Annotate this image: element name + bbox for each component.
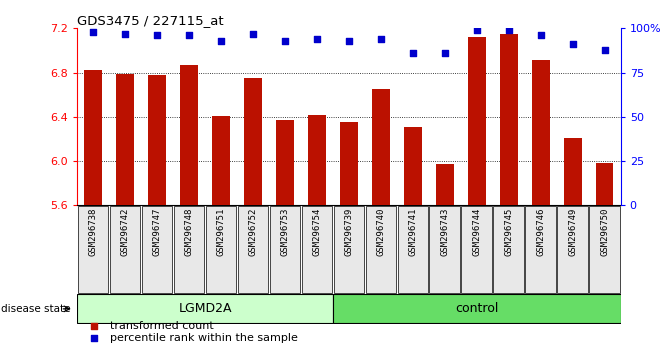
Bar [85, 70, 102, 205]
Point [407, 50, 418, 56]
Text: GSM296750: GSM296750 [600, 208, 609, 256]
Point [184, 33, 195, 38]
Text: GSM296745: GSM296745 [505, 208, 513, 256]
FancyBboxPatch shape [78, 206, 109, 293]
Bar [500, 34, 517, 205]
Point [215, 38, 226, 44]
Bar [340, 122, 358, 205]
Text: GSM296740: GSM296740 [376, 208, 385, 256]
FancyBboxPatch shape [238, 206, 268, 293]
FancyBboxPatch shape [270, 206, 301, 293]
Text: GSM296754: GSM296754 [313, 208, 321, 256]
Text: GSM296751: GSM296751 [217, 208, 225, 256]
Bar [404, 127, 421, 205]
FancyBboxPatch shape [429, 206, 460, 293]
FancyBboxPatch shape [493, 206, 524, 293]
FancyBboxPatch shape [589, 206, 620, 293]
FancyBboxPatch shape [206, 206, 236, 293]
Text: GSM296746: GSM296746 [536, 208, 546, 256]
Point [568, 41, 578, 47]
Bar [468, 37, 486, 205]
FancyBboxPatch shape [525, 206, 556, 293]
Text: GSM296753: GSM296753 [280, 208, 289, 256]
Text: GSM296749: GSM296749 [568, 208, 577, 256]
Bar [180, 65, 198, 205]
Text: GSM296742: GSM296742 [121, 208, 130, 256]
Text: GSM296752: GSM296752 [248, 208, 258, 256]
Point [599, 47, 610, 52]
FancyBboxPatch shape [366, 206, 397, 293]
Text: GSM296744: GSM296744 [472, 208, 481, 256]
Bar [436, 164, 454, 205]
FancyBboxPatch shape [333, 295, 621, 323]
Point [280, 38, 291, 44]
Legend: transformed count, percentile rank within the sample: transformed count, percentile rank withi… [83, 321, 299, 343]
Text: GSM296747: GSM296747 [152, 208, 162, 256]
Point [119, 31, 130, 36]
Text: disease state: disease state [1, 304, 71, 314]
Point [344, 38, 354, 44]
Text: GSM296739: GSM296739 [344, 208, 354, 256]
Text: LGMD2A: LGMD2A [178, 302, 231, 315]
FancyBboxPatch shape [142, 206, 172, 293]
Point [376, 36, 386, 42]
Text: GSM296743: GSM296743 [440, 208, 450, 256]
Point [440, 50, 450, 56]
FancyBboxPatch shape [462, 206, 492, 293]
Bar [212, 116, 230, 205]
FancyBboxPatch shape [397, 206, 428, 293]
Bar [596, 163, 613, 205]
Bar [372, 89, 390, 205]
FancyBboxPatch shape [301, 206, 332, 293]
Point [535, 33, 546, 38]
FancyBboxPatch shape [77, 295, 333, 323]
Text: GDS3475 / 227115_at: GDS3475 / 227115_at [77, 14, 224, 27]
Point [248, 31, 258, 36]
Bar [532, 61, 550, 205]
FancyBboxPatch shape [110, 206, 140, 293]
Text: GSM296748: GSM296748 [185, 208, 193, 256]
Bar [116, 74, 134, 205]
FancyBboxPatch shape [174, 206, 205, 293]
Bar [148, 75, 166, 205]
Bar [564, 138, 582, 205]
Text: GSM296741: GSM296741 [409, 208, 417, 256]
Text: GSM296738: GSM296738 [89, 208, 98, 256]
Point [88, 29, 99, 35]
Point [152, 33, 162, 38]
Bar [276, 120, 294, 205]
Bar [244, 78, 262, 205]
Point [472, 27, 482, 33]
FancyBboxPatch shape [333, 206, 364, 293]
Text: control: control [455, 302, 499, 315]
Point [311, 36, 322, 42]
FancyBboxPatch shape [558, 206, 588, 293]
Point [503, 27, 514, 33]
Bar [308, 115, 325, 205]
